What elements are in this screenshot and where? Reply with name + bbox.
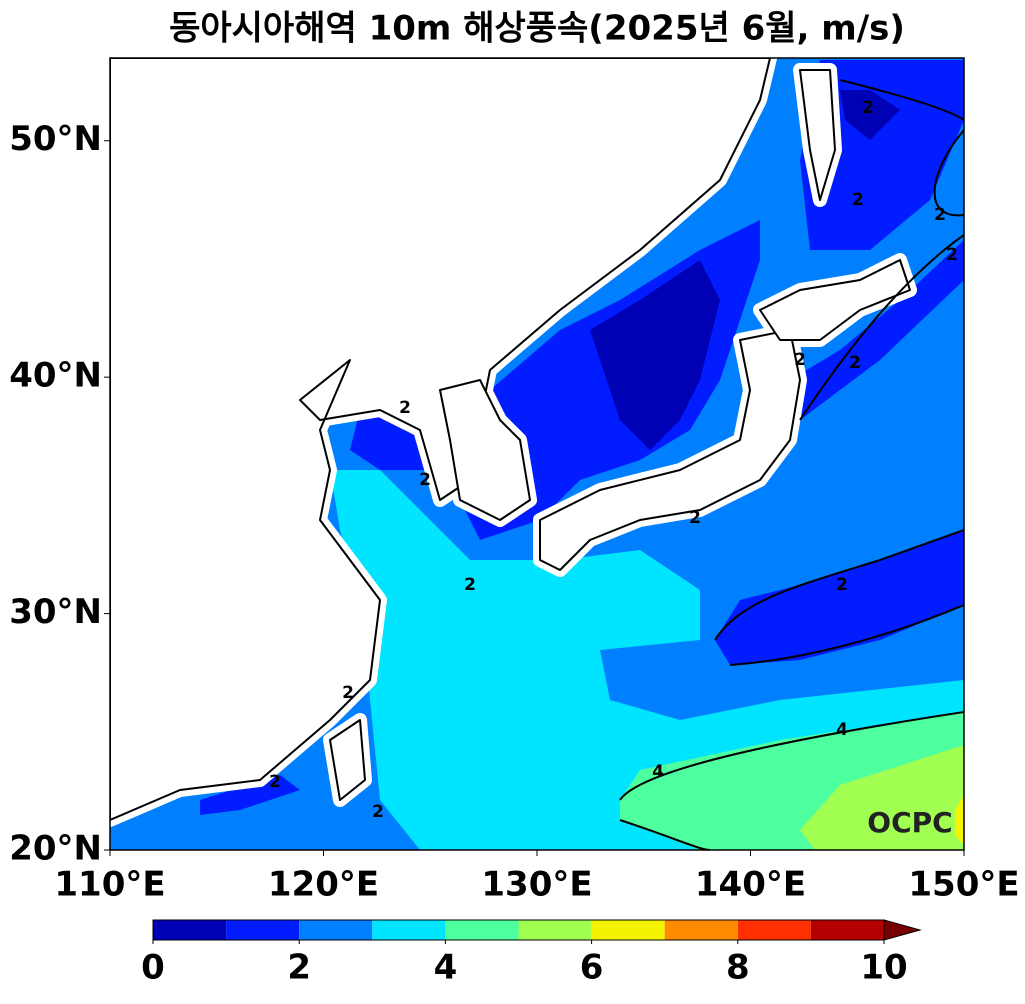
colorbar-tick-label: 8 (726, 948, 750, 988)
colorbar-tick-label: 0 (141, 948, 165, 988)
contour-label: 2 (862, 98, 874, 118)
y-tick-label: 40°N (9, 356, 102, 396)
colorbar-bin (591, 920, 665, 940)
x-tick-label: 120°E (268, 865, 379, 905)
field-5-6 (800, 745, 964, 850)
contour-label: 2 (372, 802, 384, 822)
contour-label: 2 (836, 575, 848, 595)
contour-label: 2 (342, 683, 354, 703)
contour-label: 2 (269, 772, 281, 792)
x-tick-label: 130°E (481, 865, 592, 905)
contour-label: 2 (419, 470, 431, 490)
colorbar-bin (299, 920, 373, 940)
colorbar-bin (737, 920, 811, 940)
colorbar-bin (664, 920, 738, 940)
contour-label: 2 (852, 190, 864, 210)
contour-label: 2 (849, 353, 861, 373)
colorbar-bin (372, 920, 446, 940)
contour-label: 4 (836, 720, 848, 740)
colorbar-bin (153, 920, 227, 940)
title: 동아시아해역 10m 해상풍속(2025년 6월, m/s) (169, 9, 905, 49)
colorbar-bin (226, 920, 300, 940)
colorbar-tick-label: 10 (860, 948, 907, 988)
x-tick-label: 150°E (908, 865, 1019, 905)
contour-label: 2 (399, 398, 411, 418)
colorbar-tick-label: 6 (580, 948, 604, 988)
field-0-1 (840, 90, 900, 140)
colorbar-frame (152, 919, 885, 941)
y-tick-label: 20°N (9, 829, 102, 869)
contour-label: 2 (934, 205, 946, 225)
map-fields (110, 58, 964, 850)
field-1-2 (715, 530, 964, 665)
coastline (110, 58, 911, 821)
y-tick-label: 30°N (9, 592, 102, 632)
colorbar-bin (810, 920, 884, 940)
field-1-2 (800, 60, 964, 250)
y-tick-label: 50°N (9, 119, 102, 159)
x-tick-label: 140°E (695, 865, 806, 905)
colorbar-extend (883, 919, 922, 941)
contour-label: 4 (652, 762, 664, 782)
contour-label: 2 (464, 575, 476, 595)
contour-label: 2 (794, 350, 806, 370)
colorbar-bin (518, 920, 592, 940)
x-tick-label: 110°E (54, 865, 165, 905)
field-1-2 (790, 240, 964, 420)
watermark: OCPC (867, 806, 952, 839)
colorbar-tick-label: 4 (434, 948, 458, 988)
colorbar-tick-label: 2 (287, 948, 311, 988)
contour-label: 2 (946, 245, 958, 265)
contour-label: 2 (689, 508, 701, 528)
colorbar-bin (445, 920, 519, 940)
field-1-2 (200, 775, 300, 815)
field-0-1 (590, 260, 720, 450)
contour-lines (619, 79, 964, 850)
field-6-7 (955, 795, 964, 845)
